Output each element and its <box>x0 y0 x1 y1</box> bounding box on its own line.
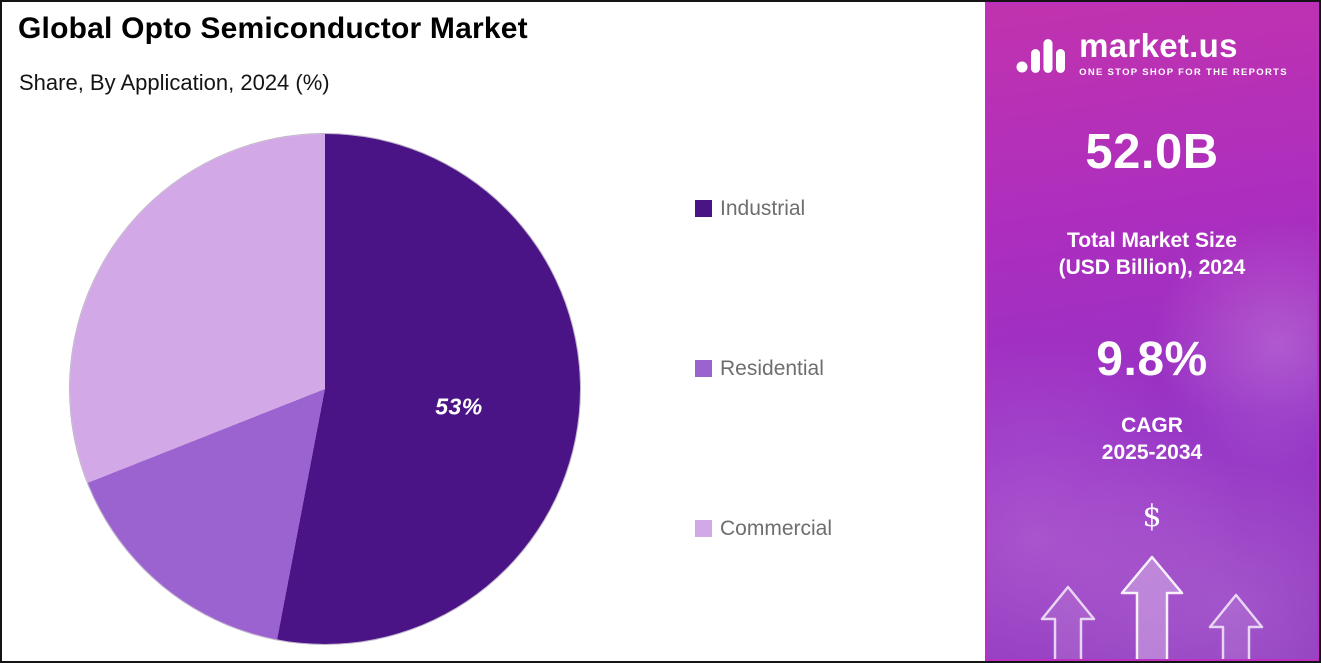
chart-subtitle: Share, By Application, 2024 (%) <box>19 70 330 95</box>
cagr-label: CAGR 2025-2034 <box>987 412 1317 467</box>
market-size-value: 52.0B <box>1085 125 1219 179</box>
marketus-logo-icon <box>1016 38 1066 73</box>
legend-item-industrial: Industrial <box>695 198 832 219</box>
market-size-label-line1: Total Market Size <box>1067 229 1237 252</box>
legend-label-residential: Residential <box>720 357 824 380</box>
brand-name: market.us <box>1079 27 1238 64</box>
chart-title: Global Opto Semiconductor Market <box>18 12 528 45</box>
cagr-label-line2: 2025-2034 <box>1101 440 1203 464</box>
dollar-icon: $ <box>1142 499 1162 535</box>
brand-logo: market.us ONE STOP SHOP FOR THE REPORTS <box>987 29 1317 78</box>
brand-logo-text: market.us ONE STOP SHOP FOR THE REPORTS <box>1079 29 1288 78</box>
brand-tagline: ONE STOP SHOP FOR THE REPORTS <box>1079 67 1288 78</box>
market-size-label: Total Market Size (USD Billion), 2024 <box>987 227 1317 282</box>
legend-swatch-residential <box>695 360 712 377</box>
legend-swatch-industrial <box>695 200 712 217</box>
cagr-value: 9.8% <box>1096 332 1208 386</box>
growth-arrows-icon <box>1032 555 1272 659</box>
pie-slice-label-industrial: 53% <box>435 393 483 420</box>
legend-swatch-commercial <box>695 520 712 537</box>
legend: Industrial Residential Commercial <box>695 198 832 539</box>
brand-sidebar: market.us ONE STOP SHOP FOR THE REPORTS … <box>985 2 1319 661</box>
market-size-label-line2: (USD Billion), 2024 <box>1058 256 1246 280</box>
legend-label-commercial: Commercial <box>720 517 833 540</box>
chart-panel: Global Opto Semiconductor Market Share, … <box>2 2 985 661</box>
pie-chart: 53% <box>70 134 580 644</box>
legend-item-residential: Residential <box>695 358 832 379</box>
legend-item-commercial: Commercial <box>695 518 832 539</box>
legend-label-industrial: Industrial <box>720 197 806 220</box>
cagr-label-line1: CAGR <box>1121 413 1183 437</box>
